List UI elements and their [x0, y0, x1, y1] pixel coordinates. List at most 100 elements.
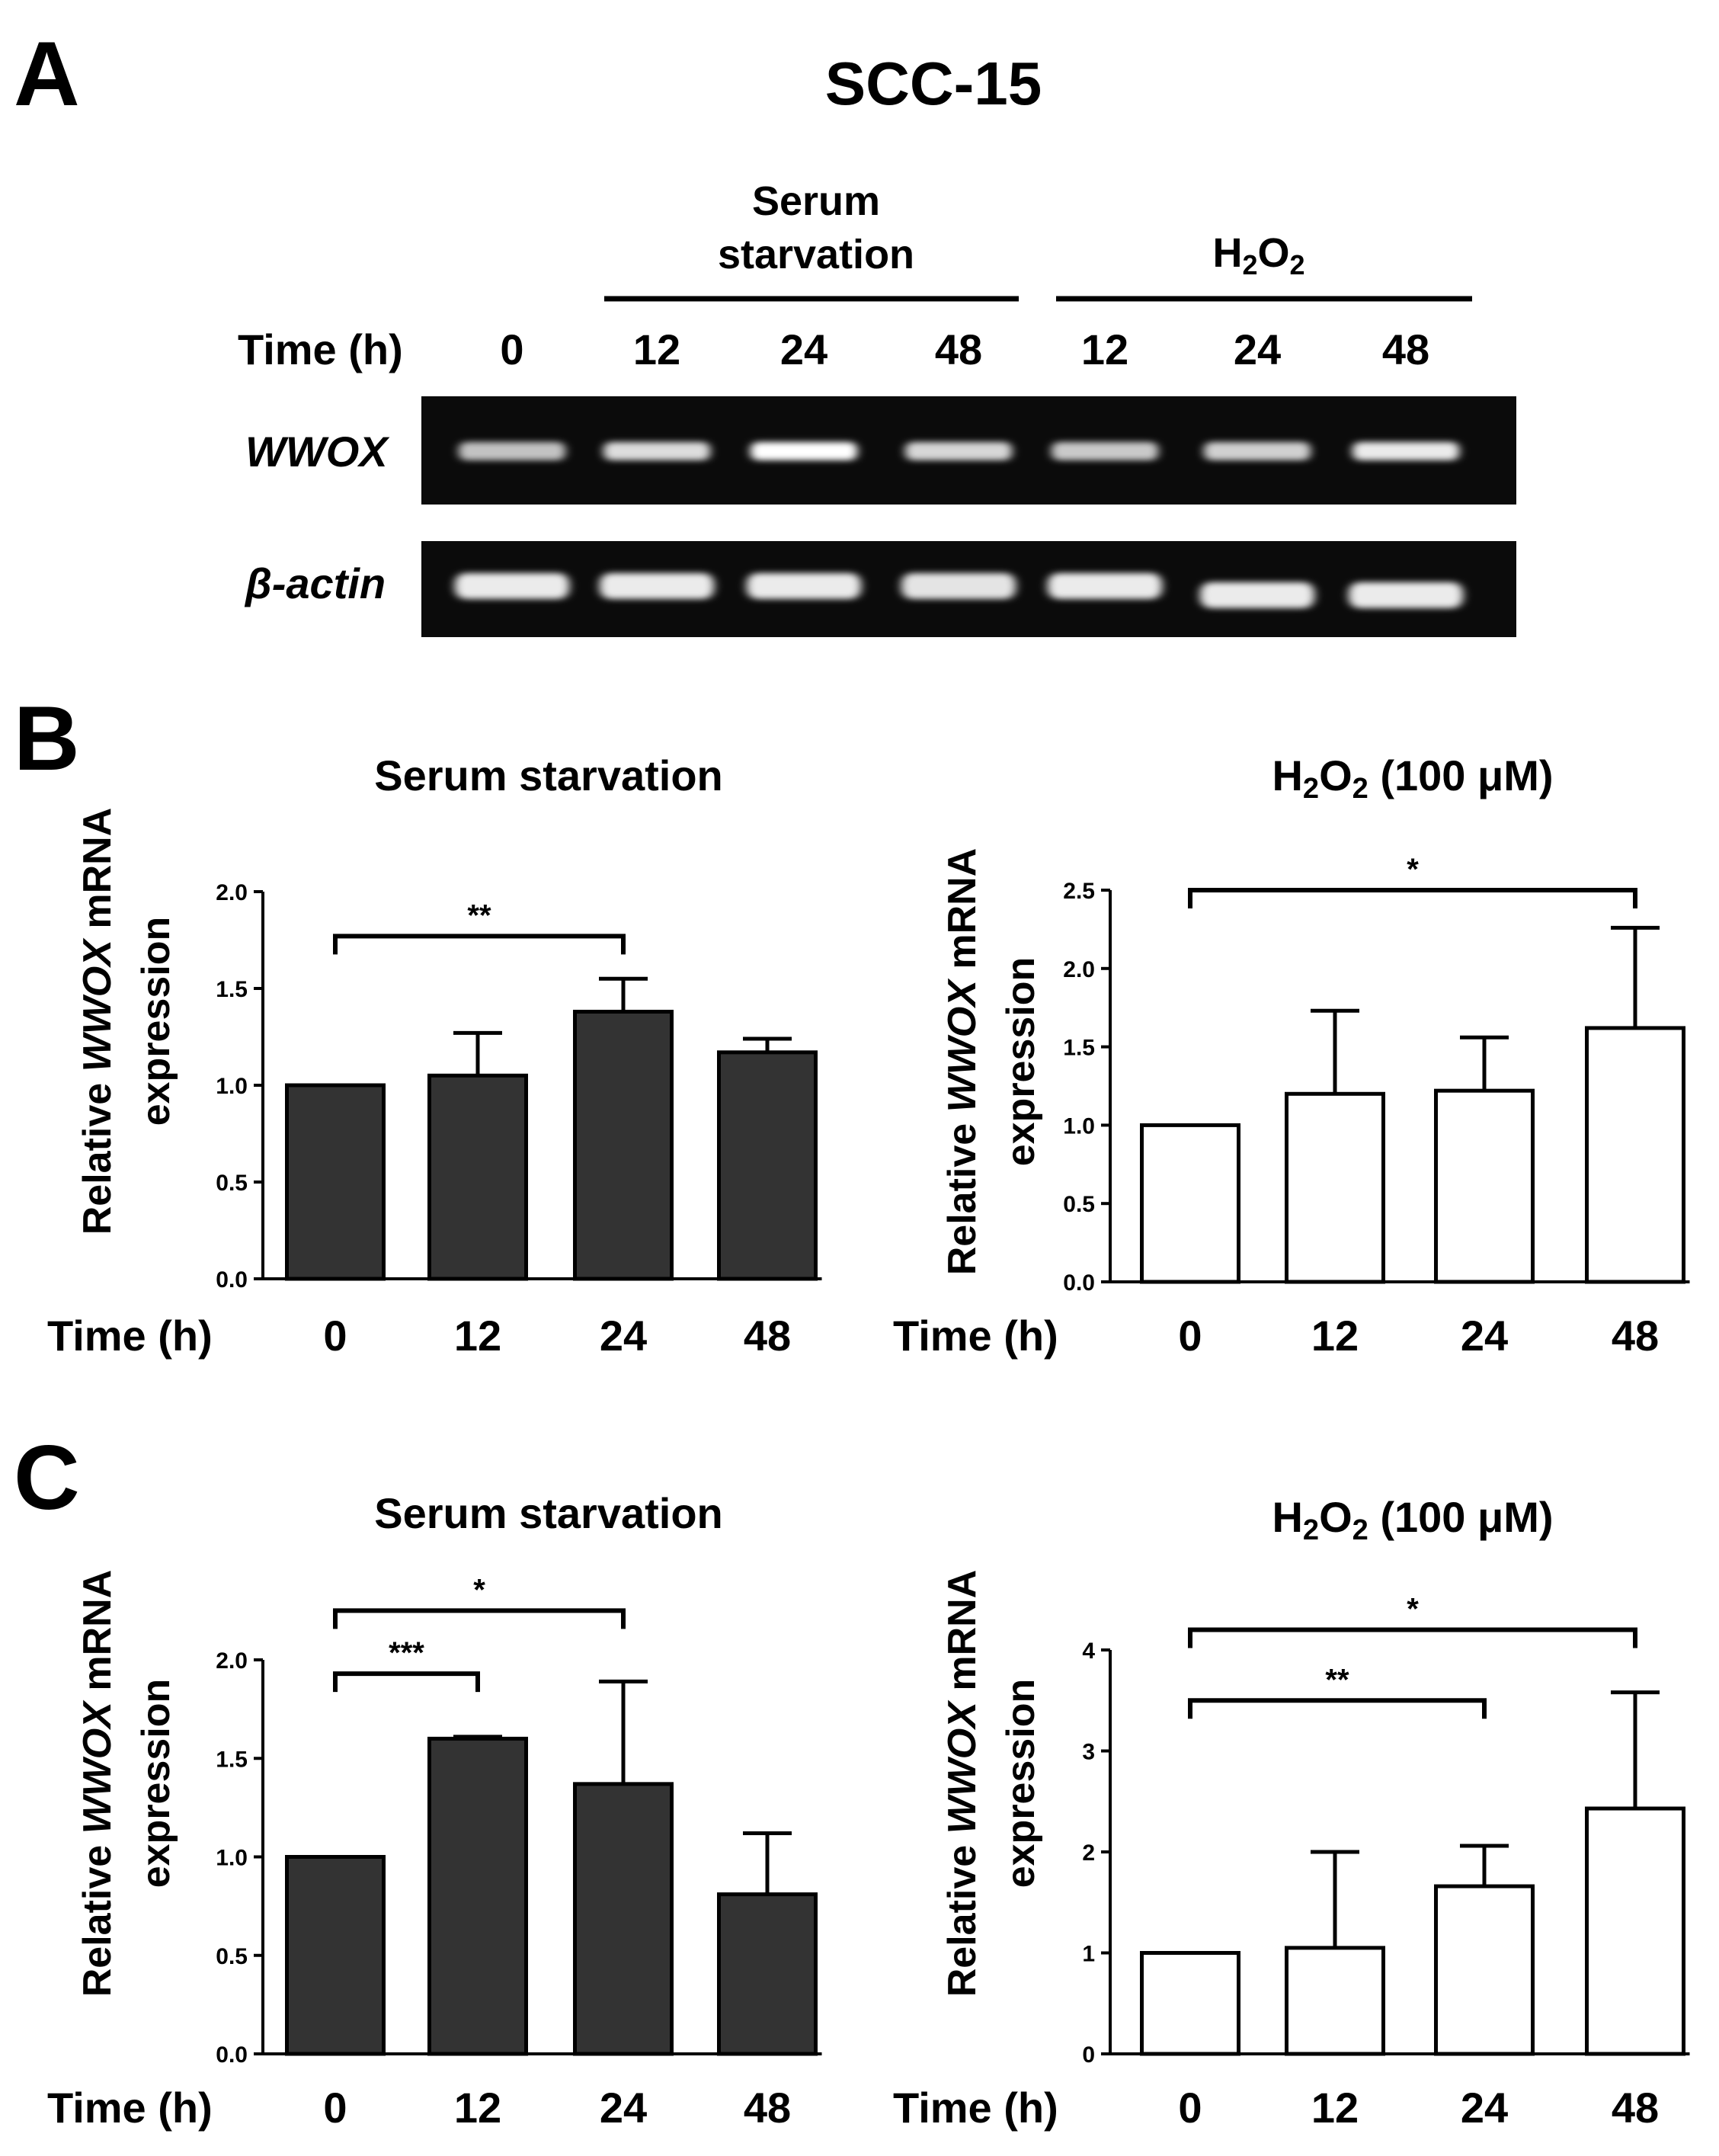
y-tick-label: 1.5 [216, 1747, 248, 1772]
x-tick-label: 0 [1178, 1312, 1202, 1360]
significance-bracket [1188, 1698, 1487, 1719]
actin-band [455, 573, 569, 599]
group-h2o2-sub1: 2 [1242, 249, 1257, 280]
title-h: H [1272, 1493, 1302, 1541]
significance-bracket [333, 1608, 626, 1629]
significance-label: ** [1325, 1663, 1349, 1696]
actin-band [747, 573, 861, 599]
x-tick-label: 24 [1461, 2084, 1508, 2132]
ylabel-part1: Relative [75, 1834, 120, 1997]
chart-c-left-ylabel2: expression [134, 1679, 178, 1889]
panel-a-title: SCC-15 [825, 50, 1042, 117]
group-h2o2-o: O [1257, 230, 1289, 276]
significance-bracket [1188, 1627, 1637, 1648]
chart-b-right-xlabel: Time (h) [893, 1312, 1058, 1360]
x-tick-label: 12 [454, 2084, 501, 2132]
ylabel-gene: WWOX [75, 937, 120, 1072]
gene-actin-label: β-actin [244, 559, 386, 607]
significance-label: * [1407, 1593, 1419, 1626]
lane-label: 24 [780, 325, 827, 373]
chart-c-right-ylabel2: expression [999, 1679, 1043, 1889]
chart-c-left-plot: 0.00.51.01.52.00 12 24 48**** [216, 1573, 822, 2132]
gene-wwox-label: WWOX [245, 428, 390, 476]
lane-label: 48 [1382, 325, 1429, 373]
y-tick-label: 0.0 [216, 1267, 248, 1293]
significance-label: *** [389, 1636, 424, 1670]
actin-band [1200, 582, 1314, 608]
bar [285, 1083, 386, 1281]
bar [285, 1855, 386, 2056]
bar [717, 1892, 818, 2056]
group-h2o2-label: H2O2 [1212, 230, 1304, 280]
bar [427, 1073, 528, 1281]
significance-label: * [1407, 853, 1419, 886]
y-tick-label: 0 [1082, 2042, 1095, 2068]
significance-label: * [473, 1573, 485, 1607]
ylabel-gene: WWOX [940, 978, 984, 1113]
y-tick-label: 0.0 [1063, 1270, 1095, 1296]
chart-c-left-title: Serum starvation [374, 1489, 723, 1537]
y-tick-label: 2.0 [216, 880, 248, 905]
significance-bracket [333, 1671, 480, 1693]
ylabel-part3: mRNA [75, 808, 120, 940]
chart-b-right-ylabel2: expression [999, 957, 1043, 1167]
ylabel-part1: Relative [75, 1072, 120, 1235]
chart-c-right-xlabel: Time (h) [893, 2084, 1058, 2132]
x-tick-label: 12 [1311, 1312, 1359, 1360]
chart-b-left-plot: 0.0 0.5 1.0 1.5 2.0 0 12 24 48 ** [216, 880, 822, 1360]
bar [1434, 1884, 1535, 2056]
panel-b-label: B [14, 687, 80, 790]
bar [717, 1050, 818, 1281]
x-tick-label: 48 [1612, 2084, 1659, 2132]
bar [1285, 1091, 1385, 1284]
bar [573, 1009, 674, 1281]
wwox-band [1352, 442, 1459, 460]
title-sub1: 2 [1303, 773, 1319, 805]
wwox-bands [459, 442, 1459, 460]
lane-label: 48 [935, 325, 982, 373]
y-tick-label: 1.0 [216, 1846, 248, 1871]
bar [1434, 1088, 1535, 1284]
y-tick-label: 3 [1082, 1740, 1095, 1765]
x-tick-label: 12 [1311, 2084, 1359, 2132]
x-tick-label: 0 [323, 1312, 347, 1360]
group-h2o2-sub2: 2 [1290, 249, 1305, 280]
y-tick-label: 1 [1082, 1942, 1095, 1967]
title-tail: (100 μM) [1368, 751, 1554, 799]
x-tick-label: 0 [1178, 2084, 1202, 2132]
x-tick-label: 48 [744, 1312, 791, 1360]
bar [1585, 1806, 1685, 2056]
chart-c-left-ylabel: Relative WWOX mRNA [75, 1570, 120, 1997]
ylabel-part3: mRNA [940, 848, 984, 980]
x-tick-label: 24 [600, 2084, 647, 2132]
bar [427, 1736, 528, 2056]
actin-band [600, 573, 714, 599]
chart-c-left-xlabel: Time (h) [47, 2084, 213, 2132]
lane-label: 24 [1234, 325, 1281, 373]
wwox-band [905, 442, 1012, 460]
y-tick-label: 0.5 [216, 1944, 248, 1969]
x-tick-label: 24 [1461, 1312, 1508, 1360]
bar [1140, 1123, 1240, 1284]
ylabel-gene: WWOX [75, 1699, 120, 1834]
ylabel-part1: Relative [940, 1834, 984, 1997]
y-tick-label: 2.0 [1063, 957, 1095, 982]
group-serum-label-line2: starvation [718, 232, 914, 277]
lane-labels: 0 12 24 48 12 24 48 [500, 325, 1429, 373]
y-tick-label: 1.0 [1063, 1113, 1095, 1139]
x-tick-label: 24 [600, 1312, 647, 1360]
y-tick-label: 1.5 [216, 977, 248, 1002]
significance-label: ** [467, 899, 491, 932]
title-o: O [1319, 751, 1352, 799]
bar [573, 1782, 674, 2056]
chart-b-left-ylabel2: expression [134, 917, 178, 1126]
chart-c-right-title: H2O2 (100 μM) [1272, 1493, 1553, 1546]
significance-bracket [333, 934, 626, 955]
wwox-band [1052, 442, 1158, 460]
chart-b-left-title: Serum starvation [374, 751, 723, 799]
lane-label: 12 [633, 325, 680, 373]
group-serum-label-line1: Serum [752, 178, 880, 224]
wwox-band [751, 442, 857, 460]
